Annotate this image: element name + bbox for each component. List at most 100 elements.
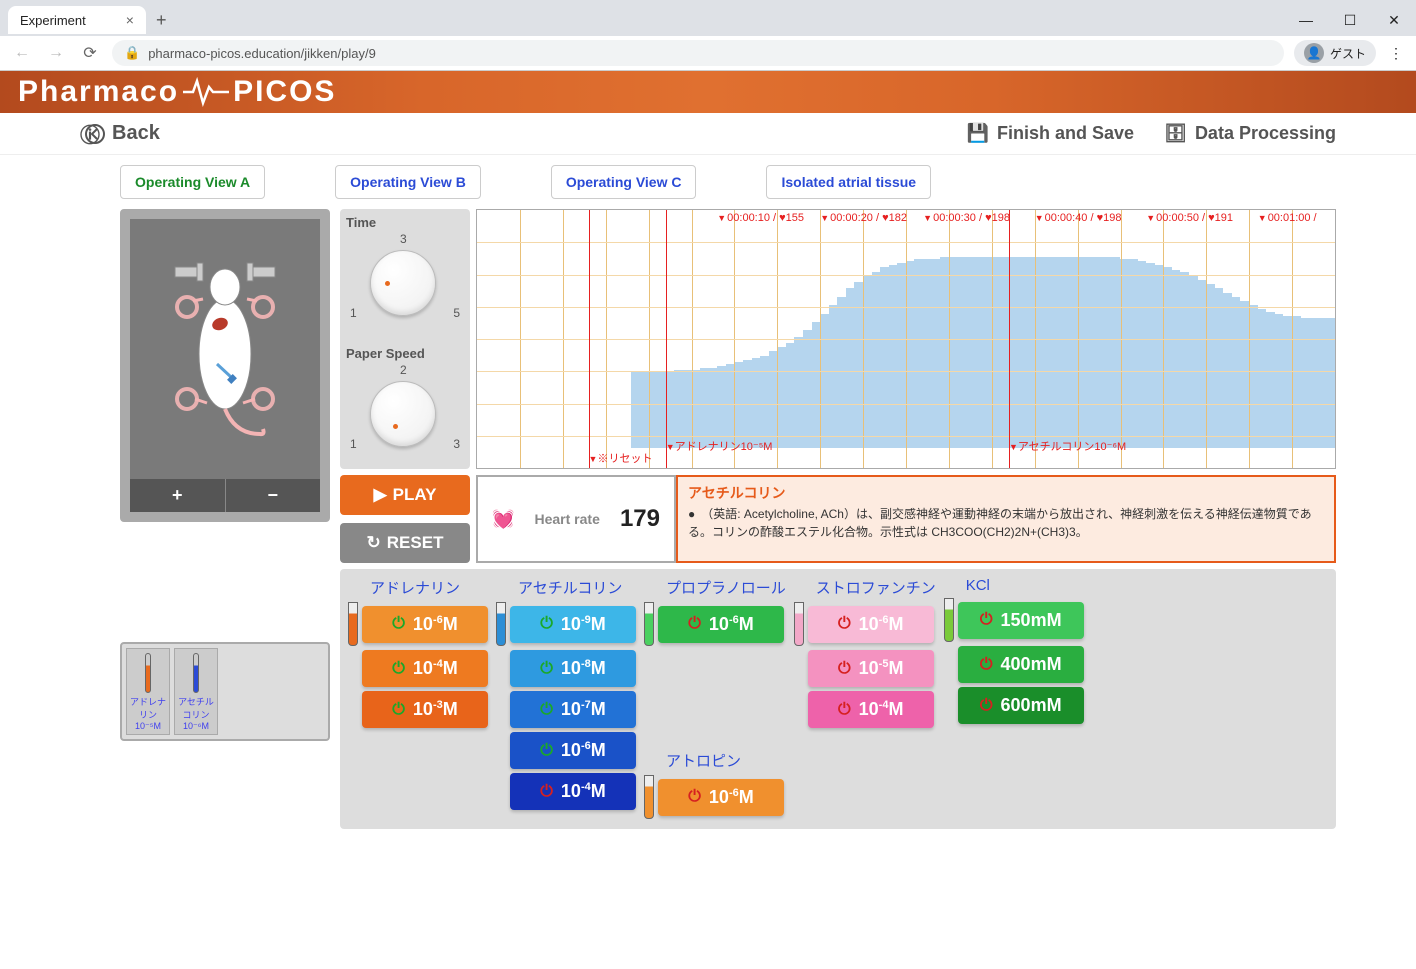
maximize-button[interactable]: ☐: [1328, 5, 1372, 35]
drug-name: KCl: [966, 577, 1084, 594]
drug-dose-button[interactable]: ⏻10-6M: [658, 779, 784, 816]
power-icon: ⏻: [980, 697, 993, 715]
power-icon: ⏻: [838, 615, 851, 633]
drug-dose-button[interactable]: ⏻10-6M: [808, 606, 934, 643]
nav-forward-icon[interactable]: →: [44, 44, 68, 62]
info-title: アセチルコリン: [688, 483, 1324, 503]
nav-back-icon[interactable]: ←: [10, 44, 34, 62]
drug-name: アセチルコリン: [518, 577, 636, 598]
heartbeat-icon: [183, 77, 229, 107]
test-tube-icon: [496, 602, 506, 646]
play-icon: ▶: [374, 485, 387, 505]
profile-badge[interactable]: 👤 ゲスト: [1294, 40, 1376, 66]
power-icon: ⏻: [688, 615, 701, 633]
test-tube-icon: [644, 602, 654, 646]
drug-dose-button[interactable]: ⏻10-4M: [808, 691, 934, 728]
time-marker: 00:01:00 /: [1258, 212, 1317, 224]
power-icon: ⏻: [540, 701, 553, 719]
browser-tab[interactable]: Experiment ×: [8, 6, 146, 34]
time-dial[interactable]: 1 3 5: [346, 232, 464, 328]
browser-menu-icon[interactable]: ⋮: [1386, 45, 1406, 62]
drug-name: アトロピン: [666, 750, 786, 771]
url-text: pharmaco-picos.education/jikken/play/9: [148, 46, 376, 61]
play-button[interactable]: ▶ PLAY: [340, 475, 470, 515]
waveform-chart: 00:00:10 / ♥15500:00:20 / ♥18200:00:30 /…: [476, 209, 1336, 469]
time-marker: 00:00:40 / ♥198: [1035, 212, 1122, 224]
drug-info-panel: アセチルコリン ● （英語: Acetylcholine, ACh）は、副交感神…: [676, 475, 1336, 563]
minimize-button[interactable]: —: [1284, 5, 1328, 35]
info-body: ● （英語: Acetylcholine, ACh）は、副交感神経や運動神経の末…: [688, 505, 1324, 541]
power-icon: ⏻: [980, 611, 993, 629]
power-icon: ⏻: [392, 701, 405, 719]
back-button[interactable]: ⓘ Back: [80, 119, 160, 148]
reset-icon: ↻: [367, 533, 381, 553]
save-icon: 💾: [967, 123, 989, 144]
drug-dose-button[interactable]: ⏻10-6M: [362, 606, 488, 643]
close-window-button[interactable]: ✕: [1372, 5, 1416, 35]
zoom-out-button[interactable]: −: [225, 479, 321, 512]
applied-drugs-tray: アドレナリン10⁻⁵Mアセチルコリン10⁻⁶M: [120, 642, 330, 741]
drug-name: プロプラノロール: [666, 577, 786, 598]
animal-panel: + −: [120, 209, 330, 522]
zoom-in-button[interactable]: +: [130, 479, 225, 512]
tab-title: Experiment: [20, 13, 86, 28]
drug-name: ストロファンチン: [816, 577, 936, 598]
drug-palette: アドレナリン ⏻10-6M ⏻10-4M ⏻10-3M アセチルコリン ⏻10-9M ⏻10…: [340, 569, 1336, 829]
drug-dose-button[interactable]: ⏻10-9M: [510, 606, 636, 643]
drug-dose-button[interactable]: ⏻10-5M: [808, 650, 934, 687]
time-marker: 00:00:50 / ♥191: [1146, 212, 1233, 224]
drug-dose-button[interactable]: ⏻10-3M: [362, 691, 488, 728]
view-tab[interactable]: Operating View A: [120, 165, 265, 199]
address-bar[interactable]: 🔒 pharmaco-picos.education/jikken/play/9: [112, 40, 1284, 66]
power-icon: ⏻: [392, 660, 405, 678]
paper-speed-dial-label: Paper Speed: [346, 346, 464, 361]
drug-dose-button[interactable]: ⏻150mM: [958, 602, 1084, 639]
drug-column: アドレナリン ⏻10-6M ⏻10-4M ⏻10-3M: [348, 577, 488, 728]
paper-speed-dial[interactable]: 1 2 3: [346, 363, 464, 459]
reset-button[interactable]: ↻ RESET: [340, 523, 470, 563]
view-tab[interactable]: Isolated atrial tissue: [766, 165, 931, 199]
drug-dose-button[interactable]: ⏻10-6M: [510, 732, 636, 769]
drug-dose-button[interactable]: ⏻400mM: [958, 646, 1084, 683]
test-tube-icon: [644, 775, 654, 819]
tray-item[interactable]: アドレナリン10⁻⁵M: [126, 648, 170, 735]
power-icon: ⏻: [540, 615, 553, 633]
drug-dose-button[interactable]: ⏻10-4M: [362, 650, 488, 687]
power-icon: ⏻: [980, 656, 993, 674]
finish-save-button[interactable]: 💾 Finish and Save: [967, 123, 1134, 144]
chart-event-label: アセチルコリン10⁻⁶M: [1009, 438, 1126, 454]
drug-column: アセチルコリン ⏻10-9M ⏻10-8M ⏻10-7M ⏻10-6M ⏻10-4M: [496, 577, 636, 810]
view-tab[interactable]: Operating View C: [551, 165, 697, 199]
power-icon: ⏻: [688, 788, 701, 806]
nav-reload-icon[interactable]: ⟳: [78, 43, 102, 63]
drug-dose-button[interactable]: ⏻10-7M: [510, 691, 636, 728]
sub-toolbar: ⓘ Back 💾 Finish and Save 🗄 Data Processi…: [0, 113, 1416, 155]
test-tube-icon: [794, 602, 804, 646]
drug-dose-button[interactable]: ⏻10-6M: [658, 606, 784, 643]
chart-event-label: アドレナリン10⁻⁵M: [666, 438, 773, 454]
test-tube-icon: [348, 602, 358, 646]
drug-column: KCl ⏻150mM ⏻400mM ⏻600mM: [944, 577, 1084, 724]
time-marker: 00:00:20 / ♥182: [820, 212, 907, 224]
drug-dose-button[interactable]: ⏻600mM: [958, 687, 1084, 724]
tray-item[interactable]: アセチルコリン10⁻⁶M: [174, 648, 218, 735]
database-icon: 🗄: [1164, 123, 1187, 144]
view-tab[interactable]: Operating View B: [335, 165, 481, 199]
test-tube-icon: [944, 598, 954, 642]
app-header: Pharmaco PICOS: [0, 71, 1416, 113]
drug-dose-button[interactable]: ⏻10-8M: [510, 650, 636, 687]
tab-close-icon[interactable]: ×: [126, 12, 134, 28]
drug-column: ストロファンチン ⏻10-6M ⏻10-5M ⏻10-4M: [794, 577, 936, 728]
time-dial-label: Time: [346, 215, 464, 230]
power-icon: ⏻: [392, 615, 405, 633]
drug-dose-button[interactable]: ⏻10-4M: [510, 773, 636, 810]
drug-name: アドレナリン: [370, 577, 488, 598]
data-processing-button[interactable]: 🗄 Data Processing: [1164, 123, 1336, 144]
heart-rate-display: 💓 Heart rate 179: [476, 475, 676, 563]
time-marker: 00:00:10 / ♥155: [717, 212, 804, 224]
new-tab-button[interactable]: +: [156, 10, 167, 31]
power-icon: ⏻: [540, 783, 553, 801]
power-icon: ⏻: [540, 742, 553, 760]
avatar-icon: 👤: [1304, 43, 1324, 63]
back-circle-icon: [84, 123, 106, 145]
